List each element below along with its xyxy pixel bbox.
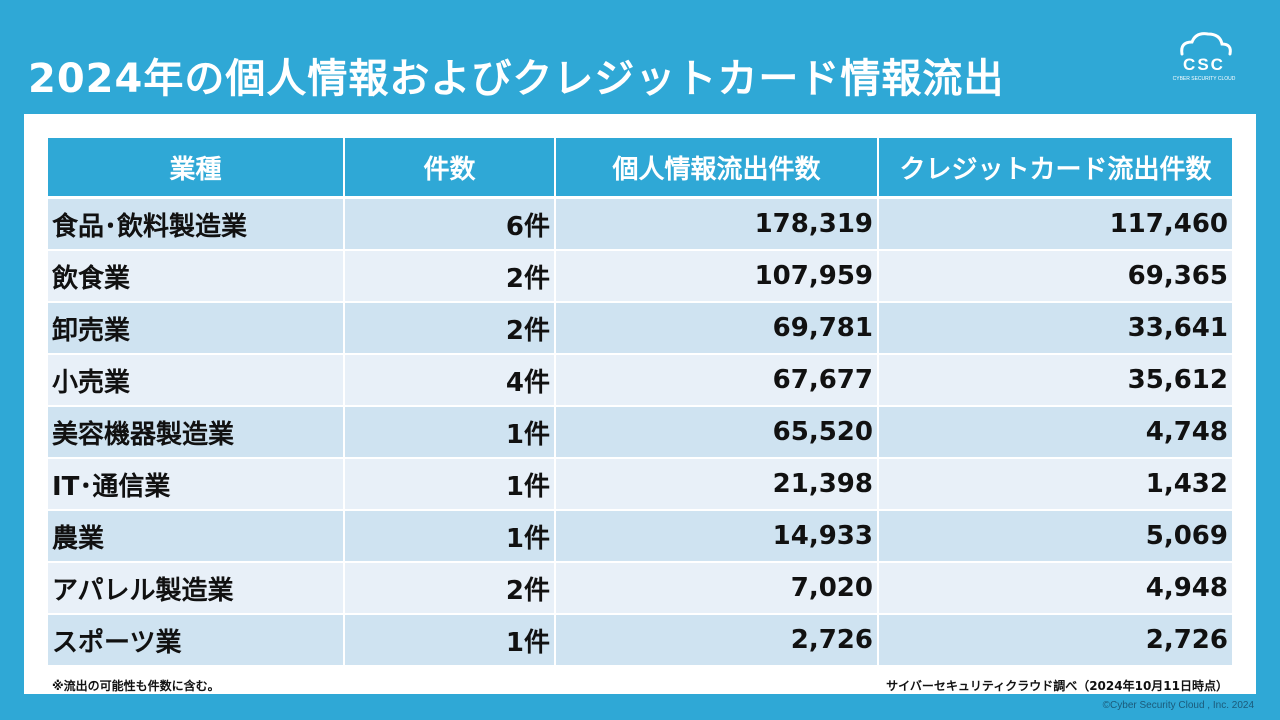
table-row: 卸売業 2件 69,781 33,641 [48,302,1232,355]
count-cell: 1件 [344,458,556,511]
industry-cell: IT･通信業 [48,458,345,511]
logo-subtext: CYBER SECURITY CLOUD [1173,76,1236,82]
credit-card-cell: 1,432 [878,458,1232,511]
table-header-row: 業種 件数 個人情報流出件数 クレジットカード流出件数 [48,138,1232,199]
table-row: 飲食業 2件 107,959 69,365 [48,250,1232,303]
footnote-left: ※流出の可能性も件数に含む。 [52,679,220,693]
count-cell: 2件 [344,562,556,615]
breach-table: 業種 件数 個人情報流出件数 クレジットカード流出件数 食品･飲料製造業 6件 … [48,138,1232,667]
table-row: 美容機器製造業 1件 65,520 4,748 [48,406,1232,459]
table-row: 食品･飲料製造業 6件 178,319 117,460 [48,197,1232,251]
industry-cell: 美容機器製造業 [48,406,345,459]
header-credit-card: クレジットカード流出件数 [878,138,1232,199]
table-row: アパレル製造業 2件 7,020 4,948 [48,562,1232,615]
credit-card-cell: 4,748 [878,406,1232,459]
csc-logo: CSC CYBER SECURITY CLOUD [1173,32,1236,82]
count-cell: 1件 [344,406,556,459]
credit-card-cell: 33,641 [878,302,1232,355]
industry-cell: アパレル製造業 [48,562,345,615]
page-title: 2024年の個人情報およびクレジットカード情報流出 [28,56,1005,102]
credit-card-cell: 5,069 [878,510,1232,563]
footnote-source: サイバーセキュリティクラウド調べ（2024年10月11日時点） [886,679,1228,693]
count-cell: 2件 [344,302,556,355]
credit-card-cell: 35,612 [878,354,1232,407]
count-cell: 6件 [344,197,556,251]
header-personal-info: 個人情報流出件数 [555,138,879,199]
credit-card-cell: 117,460 [878,197,1232,251]
industry-cell: 飲食業 [48,250,345,303]
industry-cell: 小売業 [48,354,345,407]
header-industry: 業種 [48,138,345,199]
table-row: スポーツ業 1件 2,726 2,726 [48,614,1232,667]
personal-info-cell: 21,398 [555,458,879,511]
count-cell: 4件 [344,354,556,407]
credit-card-cell: 69,365 [878,250,1232,303]
copyright-text: ©Cyber Security Cloud , Inc. 2024 [1102,700,1254,711]
industry-cell: 食品･飲料製造業 [48,197,345,251]
content-panel: 業種 件数 個人情報流出件数 クレジットカード流出件数 食品･飲料製造業 6件 … [24,114,1256,694]
personal-info-cell: 107,959 [555,250,879,303]
logo-text: CSC [1183,55,1225,74]
personal-info-cell: 178,319 [555,197,879,251]
industry-cell: 農業 [48,510,345,563]
table-row: 小売業 4件 67,677 35,612 [48,354,1232,407]
industry-cell: スポーツ業 [48,614,345,667]
count-cell: 1件 [344,510,556,563]
count-cell: 2件 [344,250,556,303]
personal-info-cell: 2,726 [555,614,879,667]
personal-info-cell: 67,677 [555,354,879,407]
table-row: 農業 1件 14,933 5,069 [48,510,1232,563]
personal-info-cell: 14,933 [555,510,879,563]
industry-cell: 卸売業 [48,302,345,355]
credit-card-cell: 4,948 [878,562,1232,615]
personal-info-cell: 65,520 [555,406,879,459]
cloud-icon [1180,32,1232,56]
personal-info-cell: 7,020 [555,562,879,615]
personal-info-cell: 69,781 [555,302,879,355]
header-count: 件数 [344,138,556,199]
credit-card-cell: 2,726 [878,614,1232,667]
table-row: IT･通信業 1件 21,398 1,432 [48,458,1232,511]
count-cell: 1件 [344,614,556,667]
